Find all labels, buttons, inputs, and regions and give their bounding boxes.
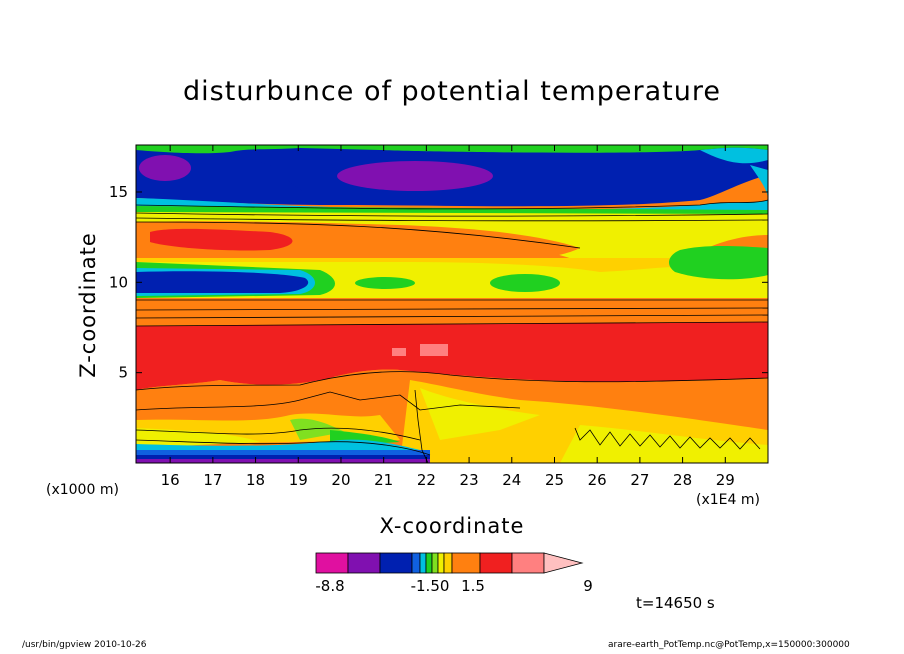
x-unit-left: (x1000 m): [46, 482, 119, 498]
colorbar-swatch: [419, 552, 427, 574]
colorbar-swatch: [431, 552, 439, 574]
x-axis-label: X-coordinate: [379, 514, 525, 538]
heatmap-field: [136, 145, 768, 463]
y-axis: 5 10 15: [109, 183, 768, 382]
y-tick-label: 15: [109, 183, 128, 201]
colorbar-swatch: [425, 552, 433, 574]
colorbar-label: 1.5: [461, 577, 485, 595]
colorbar-swatch: [443, 552, 453, 574]
chart-title: disturbunce of potential temperature: [183, 76, 721, 107]
colorbar-swatch: [379, 552, 413, 574]
x-tick-label: 26: [588, 471, 607, 489]
colorbar-swatch: [437, 552, 445, 574]
x-tick-label: 18: [246, 471, 265, 489]
x-tick-label: 25: [545, 471, 564, 489]
x-tick-label: 16: [161, 471, 180, 489]
colorbar-swatch: [451, 552, 481, 574]
colorbar-swatch: [347, 552, 381, 574]
x-tick-label: 24: [502, 471, 521, 489]
x-tick-label: 19: [289, 471, 308, 489]
time-annotation: t=14650 s: [636, 594, 715, 612]
colorbar-label: -1.50: [411, 577, 450, 595]
plot-frame: [135, 144, 769, 464]
contour-lines: [136, 199, 768, 463]
x-tick-label: 27: [630, 471, 649, 489]
colorbar-label: -8.8: [315, 577, 344, 595]
x-tick-label: 20: [331, 471, 350, 489]
x-unit-right: (x1E4 m): [696, 492, 760, 508]
x-tick-label: 23: [460, 471, 479, 489]
x-tick-label: 28: [673, 471, 692, 489]
x-tick-label: 22: [417, 471, 436, 489]
x-tick-label: 17: [203, 471, 222, 489]
footer-right: arare-earth_PotTemp.nc@PotTemp,x=150000:…: [608, 640, 850, 650]
colorbar-swatch: [543, 552, 584, 574]
x-tick-label: 21: [374, 471, 393, 489]
y-axis-label: Z-coordinate: [76, 232, 100, 378]
y-tick-label: 10: [109, 273, 128, 291]
colorbar-swatch: [479, 552, 513, 574]
colorbar-label: 9: [583, 577, 593, 595]
colorbar-swatch: [511, 552, 545, 574]
colorbar-swatch: [411, 552, 421, 574]
y-tick-label: 5: [118, 364, 128, 382]
footer-left: /usr/bin/gpview 2010-10-26: [22, 640, 147, 650]
x-tick-label: 29: [716, 471, 735, 489]
colorbar-swatch: [315, 552, 349, 574]
x-axis: 16 17 18 19 20 21 22 23 24 25 26 27 28 29: [161, 145, 735, 489]
colorbar: -8.8 -1.50 1.5 9: [315, 552, 593, 595]
